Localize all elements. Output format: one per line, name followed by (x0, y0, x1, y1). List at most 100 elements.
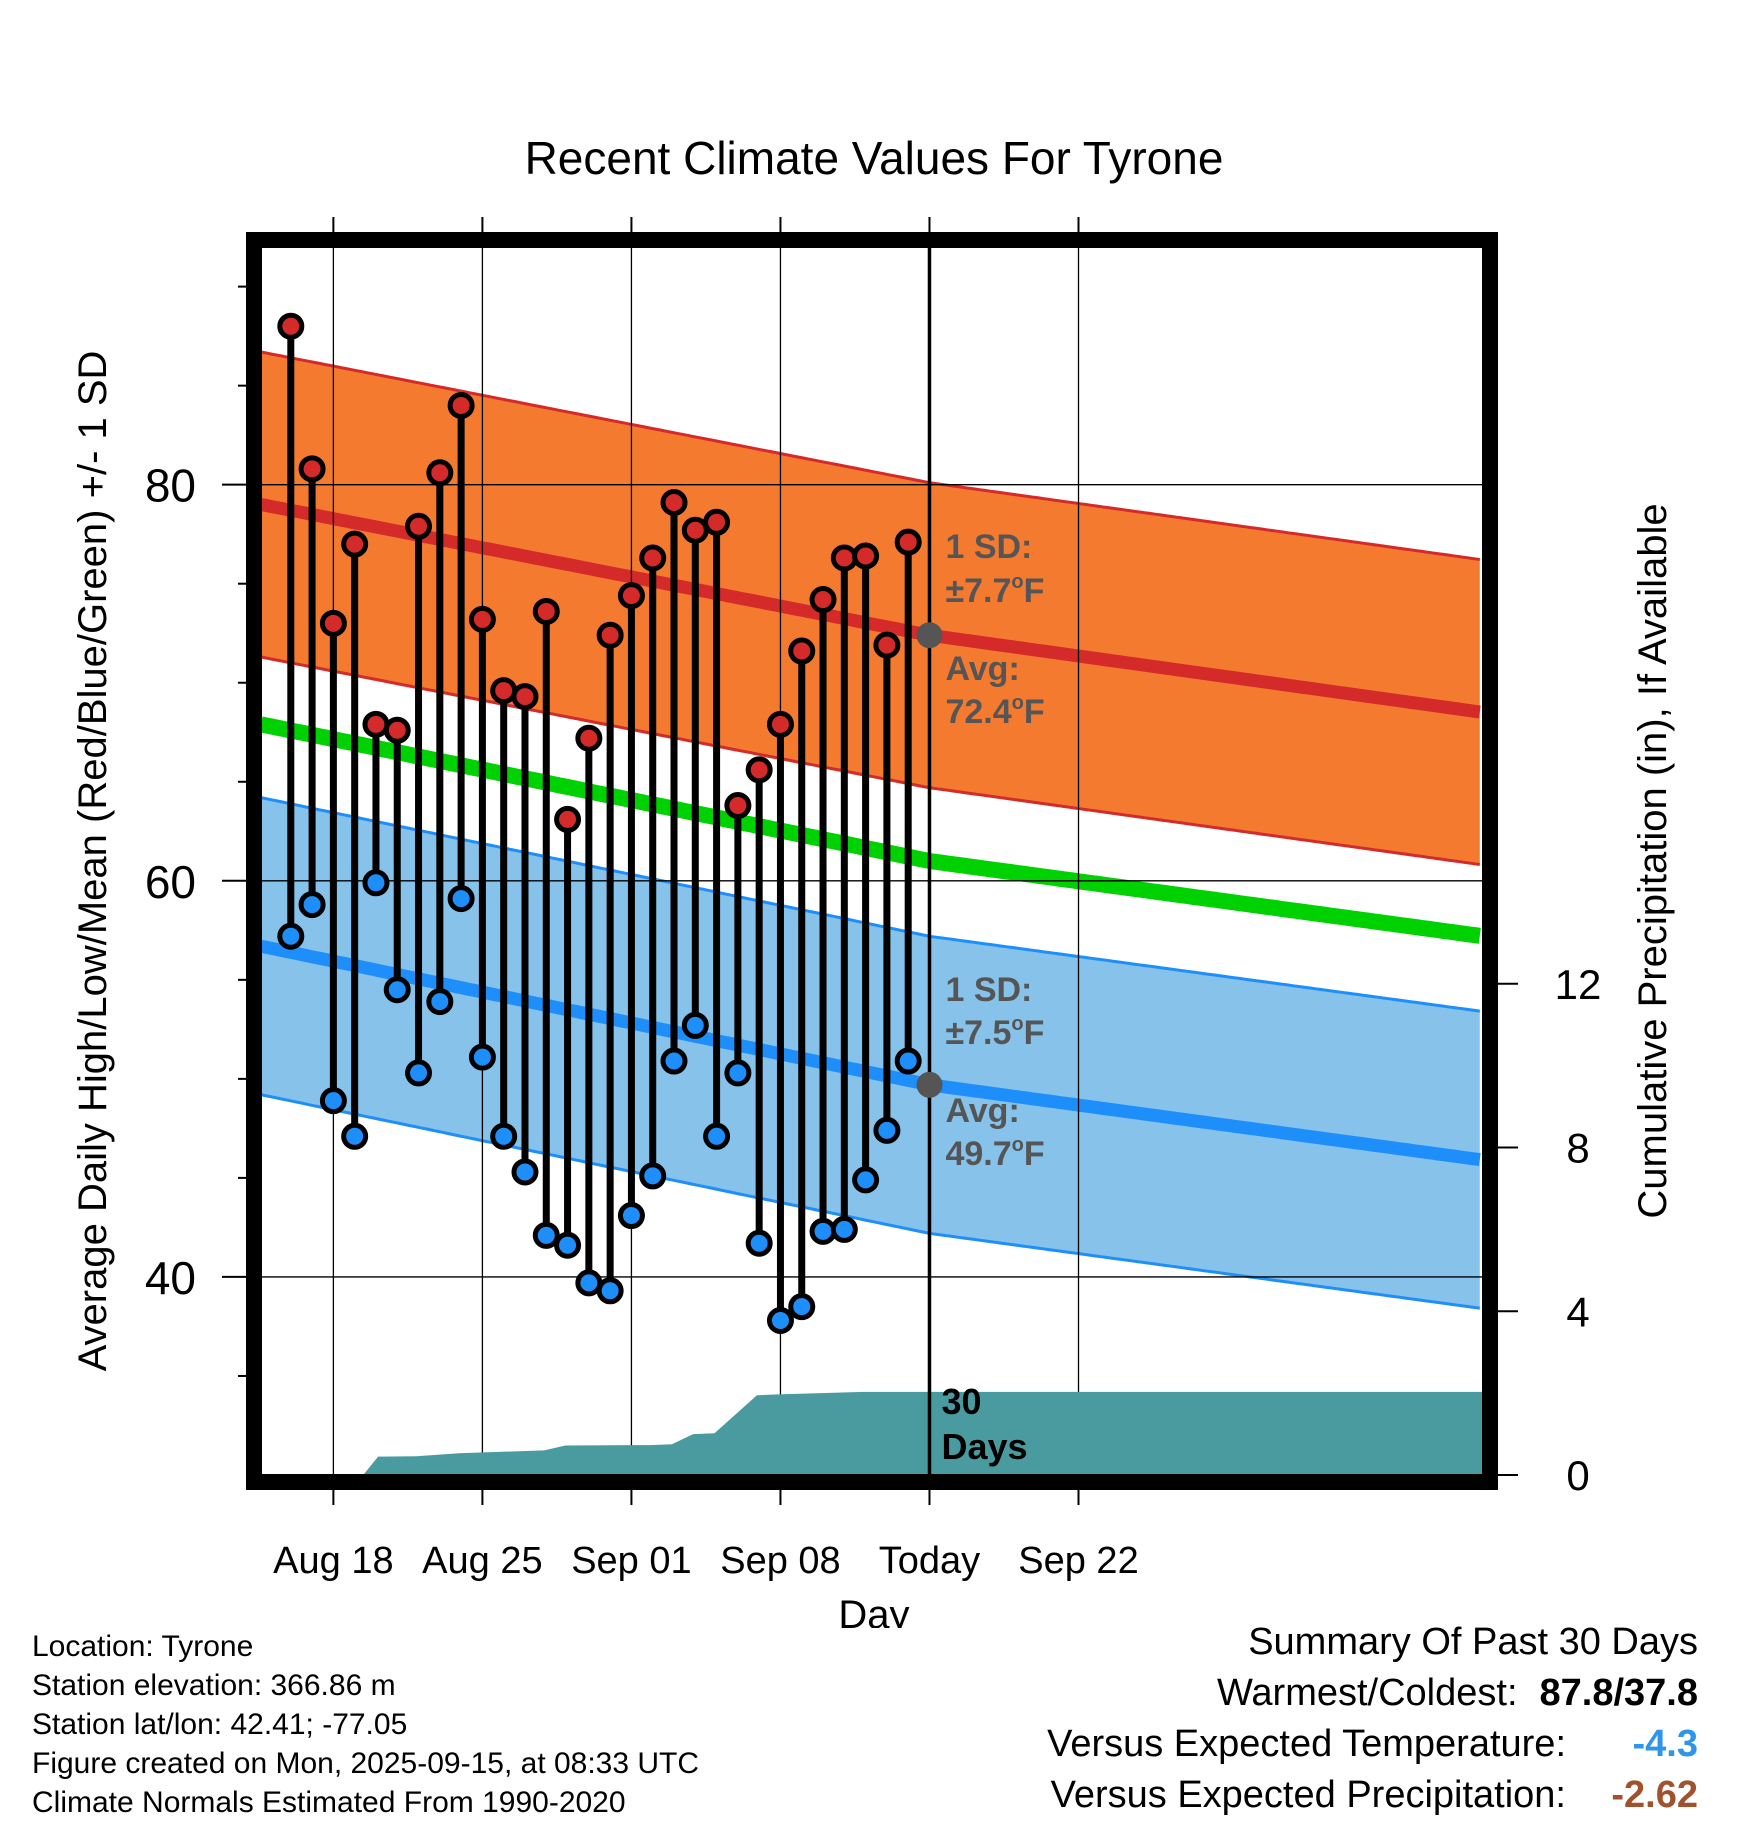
daily-high-point (511, 683, 539, 711)
daily-low-point (532, 1221, 560, 1249)
x-tick-label: Aug 25 (422, 1540, 542, 1582)
daily-low-point (639, 1162, 667, 1190)
degree-symbol: o (1012, 1134, 1024, 1156)
daily-low-point (277, 922, 305, 950)
warmest-label: Warmest/Coldest: (1216, 1672, 1518, 1714)
degree-symbol: o (1012, 692, 1024, 714)
daily-high-point (703, 508, 731, 536)
summary-temp-row: Versus Expected Temperature: -4.3 (1047, 1719, 1698, 1770)
daily-low-point (298, 891, 326, 919)
y-right-tick-label: 4 (1566, 1288, 1589, 1335)
high-avg-label: Avg: (945, 650, 1019, 688)
normals-text: Climate Normals Estimated From 1990-2020 (32, 1786, 626, 1819)
daily-high-point (426, 459, 454, 487)
latlon-text: Station lat/lon: 42.41; -77.05 (32, 1708, 408, 1741)
daily-high-point (468, 605, 496, 633)
daily-high-point (362, 710, 390, 738)
daily-low-point (426, 988, 454, 1016)
y-axis-right-label: Cumulative Precipitation (in), If Availa… (1631, 503, 1675, 1218)
low-sd-band-lower-edge (261, 1093, 1480, 1310)
daily-low-point (511, 1158, 539, 1186)
low-sd-band (261, 797, 1480, 1309)
daily-low-point (617, 1202, 645, 1230)
daily-high-point (554, 805, 582, 833)
elevation-text: Station elevation: 366.86 m (32, 1669, 396, 1702)
low-sd-value: ±7.5oF (945, 1013, 1044, 1052)
daily-low-point (319, 1087, 347, 1115)
high-sd-band (261, 352, 1480, 865)
daily-low-point (894, 1047, 922, 1075)
low-avg-value: 49.7oF (945, 1134, 1044, 1173)
daily-high-point (681, 516, 709, 544)
daily-high-point (788, 637, 816, 665)
today-high-avg-marker (916, 622, 943, 649)
daily-high-point (596, 621, 624, 649)
chart-title: Recent Climate Values For Tyrone (525, 132, 1224, 184)
temp-anomaly-label: Versus Expected Temperature: (1047, 1723, 1566, 1765)
daily-low-point (745, 1229, 773, 1257)
daily-low-point (447, 885, 475, 913)
daily-high-point (894, 528, 922, 556)
daily-low-point (703, 1122, 731, 1150)
temp-anomaly-value: -4.3 (1632, 1723, 1698, 1765)
daily-high-point (724, 792, 752, 820)
y-left-tick-label: 60 (145, 856, 196, 908)
daily-high-point (575, 724, 603, 752)
high-sd-band-upper-edge (261, 350, 1480, 561)
daily-high-point (277, 312, 305, 340)
daily-low-point (873, 1116, 901, 1144)
daily-low-point (362, 869, 390, 897)
precip-anomaly-value: -2.62 (1611, 1774, 1698, 1816)
y-right-tick-label: 12 (1555, 961, 1602, 1008)
daily-high-point (532, 597, 560, 625)
daily-low-point (809, 1217, 837, 1245)
daily-high-point (617, 582, 645, 610)
summary-precip-row: Versus Expected Precipitation: -2.62 (1047, 1770, 1698, 1821)
y-right-tick-label: 0 (1566, 1452, 1589, 1499)
degree-symbol: o (1011, 1013, 1023, 1035)
daily-high-point (447, 391, 475, 419)
normal-low-line (261, 939, 1481, 1167)
today-low-avg-marker (916, 1071, 943, 1098)
low-sd-label: 1 SD: (945, 971, 1032, 1009)
daily-low-point (830, 1215, 858, 1243)
daily-low-point (405, 1059, 433, 1087)
daily-high-point (639, 544, 667, 572)
plot-frame (246, 232, 1498, 1490)
daily-high-point (405, 512, 433, 540)
daily-low-point (554, 1231, 582, 1259)
cumulative-precip-area (261, 1391, 1483, 1475)
station-info: Location: Tyrone Station elevation: 366.… (32, 1627, 699, 1822)
daily-high-point (873, 631, 901, 659)
daily-high-point (852, 542, 880, 570)
y-right-tick-label: 8 (1566, 1125, 1589, 1172)
unit-label: F (1024, 693, 1045, 731)
warmest-value: 87.8/37.8 (1539, 1672, 1698, 1714)
daily-low-point (341, 1122, 369, 1150)
daily-low-point (575, 1269, 603, 1297)
y-left-tick-label: 40 (145, 1252, 196, 1304)
unit-label: F (1024, 572, 1045, 610)
summary-warmest-row: Warmest/Coldest: 87.8/37.8 (1047, 1668, 1698, 1719)
daily-high-point (319, 609, 347, 637)
daily-low-point (724, 1059, 752, 1087)
summary-title: Summary Of Past 30 Days (1248, 1621, 1698, 1663)
daily-high-point (745, 756, 773, 784)
daily-low-point (852, 1166, 880, 1194)
created-text: Figure created on Mon, 2025-09-15, at 08… (32, 1747, 700, 1780)
precip-anomaly-label: Versus Expected Precipitation: (1050, 1774, 1566, 1816)
x-tick-label: Sep 08 (720, 1540, 840, 1582)
daily-low-point (681, 1011, 709, 1039)
daily-high-point (341, 530, 369, 558)
low-avg-label: Avg: (945, 1092, 1019, 1130)
high-sd-label: 1 SD: (945, 528, 1032, 566)
location-text: Location: Tyrone (32, 1630, 254, 1663)
daily-high-point (809, 586, 837, 614)
daily-low-point (788, 1293, 816, 1321)
daily-low-point (596, 1277, 624, 1305)
axes: Aug 18 Aug 25 Sep 01 Sep 08 Today Sep 2240608… (145, 217, 1602, 1582)
plot-area: 1 SD: ±7.7oF Avg: 72.4oF 1 SD: ±7.5oF Avg: 49.7… (261, 247, 1483, 1475)
x-tick-label: Today (879, 1540, 980, 1582)
degree-symbol: o (1011, 571, 1023, 593)
x-axis-label: Day (838, 1593, 909, 1628)
